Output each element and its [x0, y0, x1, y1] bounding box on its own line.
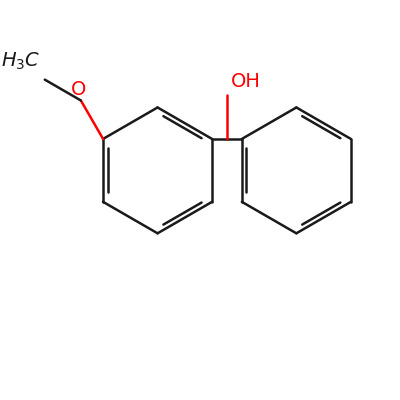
Text: OH: OH	[231, 72, 260, 91]
Text: O: O	[71, 80, 87, 99]
Text: $H_3C$: $H_3C$	[1, 51, 40, 72]
